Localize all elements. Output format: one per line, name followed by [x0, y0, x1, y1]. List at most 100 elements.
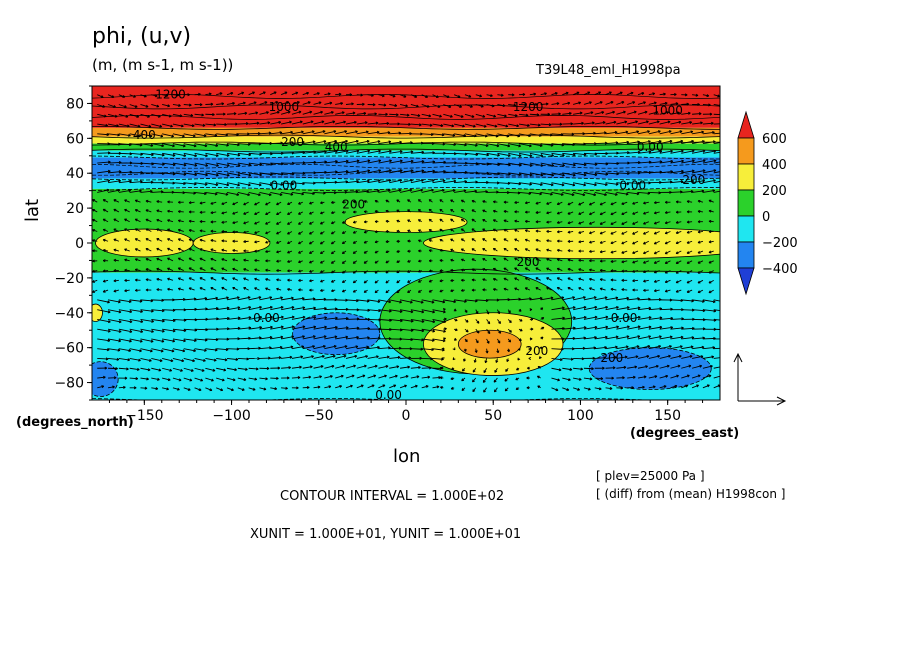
wind-vector [702, 112, 713, 116]
wind-vector [460, 258, 466, 262]
contour-blob-0 [95, 228, 194, 258]
wind-vector [389, 309, 403, 313]
wind-vector [167, 228, 174, 232]
wind-vector [259, 101, 268, 105]
wind-vector [129, 189, 142, 193]
wind-vector [632, 221, 639, 225]
contour-blob-9 [92, 361, 119, 397]
wind-vector [140, 94, 147, 98]
x-tick-label: −50 [304, 408, 334, 424]
wind-vector [309, 269, 314, 273]
y-tick-label: 20 [66, 201, 84, 217]
wind-vector [659, 130, 672, 135]
wind-vector [270, 101, 279, 105]
wind-vector [482, 228, 487, 232]
x-tick-label: −100 [212, 408, 250, 424]
wind-vector [551, 91, 558, 96]
wind-vector [681, 179, 695, 184]
wind-vector [313, 325, 327, 330]
wind-vector [270, 110, 280, 115]
wind-vector [421, 309, 435, 314]
wind-vector [276, 250, 282, 254]
wind-vector [410, 169, 425, 174]
wind-vector [681, 102, 690, 106]
y-tick-label: 80 [66, 96, 84, 112]
wind-vector [443, 317, 447, 321]
wind-vector [432, 318, 446, 324]
wind-vector [399, 159, 414, 164]
wind-vector [599, 278, 606, 282]
contour-label: 200 [281, 135, 304, 149]
wind-vector [535, 210, 541, 214]
wind-vector [450, 218, 455, 223]
wind-vector [221, 230, 228, 234]
colorbar-label: 200 [762, 184, 787, 199]
wind-vector [124, 208, 130, 213]
wind-vector [551, 112, 561, 116]
wind-vector [594, 91, 602, 96]
wind-vector [702, 179, 716, 184]
wind-vector [248, 172, 263, 177]
wind-vector [418, 229, 422, 233]
wind-vector [188, 238, 195, 242]
wind-vector [374, 240, 379, 244]
wind-vector [583, 121, 595, 125]
wind-vector [578, 221, 585, 225]
wind-vector [535, 248, 541, 252]
wind-vector [475, 104, 484, 108]
wind-vector [518, 143, 532, 148]
colorbar-bottom-arrow [737, 267, 755, 296]
wind-vector [205, 182, 219, 187]
wind-vector [107, 188, 121, 193]
wind-vector [199, 201, 206, 205]
wind-vector [210, 257, 217, 262]
wind-vector [92, 259, 98, 263]
wind-vector [518, 191, 532, 195]
wind-vector [216, 182, 230, 187]
wind-vector [482, 248, 487, 252]
colorbar-segment [737, 163, 755, 191]
wind-vector [653, 221, 660, 225]
wind-vector [287, 221, 293, 225]
wind-vector [124, 218, 130, 223]
wind-vector [140, 123, 152, 128]
wind-vector [183, 103, 192, 107]
wind-vector [216, 92, 223, 96]
wind-vector [237, 91, 245, 96]
wind-vector [129, 133, 142, 138]
wind-vector [475, 123, 487, 128]
wind-vector [259, 111, 269, 115]
wind-vector [583, 305, 598, 311]
wind-vector [302, 315, 317, 320]
wind-vector [610, 269, 617, 273]
contour-blob-2 [423, 226, 720, 260]
wind-vector [367, 130, 380, 135]
wind-vector [443, 123, 455, 128]
wind-vector [341, 270, 347, 274]
wind-vector [407, 199, 412, 203]
wind-vector [471, 258, 476, 262]
wind-vector [664, 289, 671, 293]
wind-vector [167, 238, 174, 242]
wind-vector [309, 279, 314, 283]
wind-vector [194, 182, 208, 186]
wind-vector [291, 140, 305, 145]
wind-vector [363, 220, 368, 224]
wind-vector [556, 211, 563, 215]
wind-vector [508, 133, 521, 138]
wind-vector [276, 211, 282, 216]
wind-vector [450, 238, 455, 242]
x-axis-label: lon [393, 446, 421, 467]
wind-vector [298, 288, 303, 292]
wind-vector [621, 231, 628, 235]
wind-vector [605, 182, 619, 186]
wind-vector [374, 210, 379, 214]
wind-vector [482, 209, 487, 213]
wind-vector [627, 140, 640, 145]
wind-vector [216, 296, 229, 301]
wind-vector [460, 199, 466, 203]
wind-vector [546, 211, 552, 215]
wind-vector [352, 250, 358, 254]
wind-vector [713, 161, 720, 164]
wind-vector [627, 101, 636, 105]
